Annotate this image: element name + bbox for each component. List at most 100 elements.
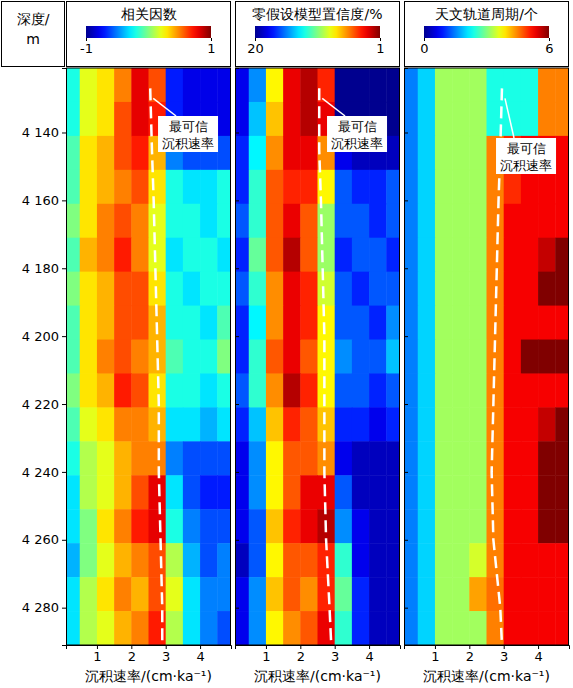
heatmap-cell (300, 136, 318, 170)
heatmap-cell (404, 441, 418, 475)
header-frame (236, 2, 400, 67)
heatmap-cell (435, 136, 453, 170)
heatmap-cell (555, 611, 569, 645)
heatmap-cell (435, 272, 453, 306)
heatmap-cell (149, 170, 167, 204)
heatmap-cell (131, 306, 149, 340)
x-tick: 4 (365, 645, 373, 664)
heatmap-cell (452, 475, 470, 509)
heatmap-cell (369, 68, 387, 102)
heatmap-cell (369, 238, 387, 272)
heatmap-cell (386, 340, 400, 374)
heatmap-cell (283, 272, 301, 306)
x-tick: 4 (196, 645, 204, 664)
heatmap-cell (97, 373, 115, 407)
y-tick-mark (404, 336, 408, 337)
heatmap-cell (386, 373, 400, 407)
heatmap-cell (352, 170, 370, 204)
colorbar-tick-label: 0 (420, 41, 428, 56)
heatmap-cell (97, 340, 115, 374)
heatmap-cell (300, 373, 318, 407)
heatmap-cell (283, 102, 301, 136)
heatmap-cell (217, 340, 231, 374)
heatmap-cell (452, 407, 470, 441)
heatmap-cell (504, 340, 522, 374)
heatmap-cell (131, 102, 149, 136)
heatmap-cell (452, 136, 470, 170)
header-frame (2, 2, 65, 67)
heatmap-cell (97, 509, 115, 543)
heatmap-cell (300, 509, 318, 543)
y-tick-label: 4 140 (22, 125, 59, 140)
heatmap-cell (352, 611, 370, 645)
heatmap-cell (300, 68, 318, 102)
heatmap-cell (66, 407, 80, 441)
heatmap-cell (283, 509, 301, 543)
heatmap-cell (538, 373, 556, 407)
heatmap-cell (335, 407, 353, 441)
y-tick-mark (235, 132, 239, 133)
heatmap-cell (217, 306, 231, 340)
heatmap-cell (183, 441, 201, 475)
heatmap-cell (114, 441, 132, 475)
panel: 天文轨道周期/个06最可信沉积速率1234沉积速率/(cm·ka⁻¹) (404, 2, 570, 685)
heatmap-cell (217, 170, 231, 204)
heatmap-cell (435, 441, 453, 475)
plot-area (235, 68, 400, 645)
heatmap-cell (352, 509, 370, 543)
heatmap-cell (418, 611, 436, 645)
y-tick-mark (235, 472, 239, 473)
y-tick-label: 4 160 (22, 193, 59, 208)
heatmap-cell (418, 306, 436, 340)
heatmap-cell (200, 543, 218, 577)
heatmap-cell (335, 238, 353, 272)
heatmap-cell (521, 611, 539, 645)
heatmap-cell (97, 204, 115, 238)
heatmap-cell (166, 170, 184, 204)
heatmap-cell (386, 238, 400, 272)
heatmap-cell (300, 170, 318, 204)
heatmap-cell (538, 204, 556, 238)
heatmap-cell (80, 68, 98, 102)
heatmap-cell (217, 204, 231, 238)
heatmap-cell (114, 306, 132, 340)
heatmap-cell (404, 102, 418, 136)
heatmap-cell (266, 170, 284, 204)
y-tick (235, 608, 239, 609)
y-tick-mark (404, 404, 408, 405)
x-tick: 1 (431, 645, 439, 664)
heatmap-cell (555, 373, 569, 407)
heatmap-cell (235, 204, 249, 238)
heatmap-cell (266, 441, 284, 475)
x-tick: 1 (262, 645, 270, 664)
heatmap-cell (266, 272, 284, 306)
heatmap-cell (452, 306, 470, 340)
heatmap-cell (97, 577, 115, 611)
heatmap-cell (183, 611, 201, 645)
heatmap-cell (521, 340, 539, 374)
heatmap-cell (183, 306, 201, 340)
heatmap-cell (469, 611, 487, 645)
heatmap-cell (235, 577, 249, 611)
y-tick: 4 220 (22, 397, 66, 412)
figure: 深度/m相关因数-11最可信沉积速率1234沉积速率/(cm·ka⁻¹)4 14… (0, 0, 573, 688)
colorbar-tick: -1 (80, 38, 93, 56)
heatmap-cell (435, 102, 453, 136)
header-frame (405, 2, 569, 67)
heatmap-cell (435, 170, 453, 204)
heatmap-cell (318, 238, 336, 272)
heatmap-cell (283, 306, 301, 340)
y-tick (235, 268, 239, 269)
heatmap-cell (217, 543, 231, 577)
heatmap-cell (452, 543, 470, 577)
heatmap-cell (352, 543, 370, 577)
x-tick-label: 1 (431, 649, 439, 664)
heatmap-cell (352, 340, 370, 374)
heatmap-cell (555, 272, 569, 306)
colorbar-tick-label: 1 (376, 41, 384, 56)
heatmap-cell (235, 68, 249, 102)
heatmap-cell (404, 543, 418, 577)
heatmap-cell (418, 272, 436, 306)
heatmap-cell (521, 204, 539, 238)
heatmap-cell (131, 475, 149, 509)
